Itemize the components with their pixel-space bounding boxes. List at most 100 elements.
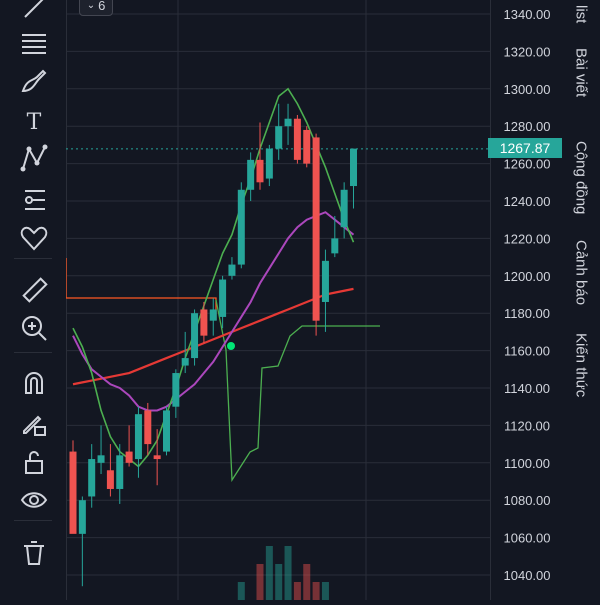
price-tick-label: 1300.00 [504,82,551,97]
candle [106,470,114,489]
level-line [65,258,217,320]
unlock-tool[interactable] [14,446,54,478]
candle [275,126,283,149]
candle [321,260,329,302]
candle [209,309,217,321]
tab-alerts-label: Cảnh báo [572,240,590,306]
trend-line-tool[interactable] [14,0,54,24]
magnet-tool[interactable] [14,366,54,398]
candle [247,159,255,190]
tab-watchlist-label: list [572,4,590,24]
pattern-tool[interactable] [14,142,54,174]
fib-retracement-icon [22,34,46,54]
tab-watchlist[interactable]: list [562,0,600,28]
price-tick-label: 1080.00 [504,493,551,508]
text-icon: T [27,110,42,135]
ma-mid-line [72,211,355,412]
forecast-tool[interactable] [14,184,54,216]
tab-articles[interactable]: Bài viết [562,40,600,106]
chevron-down-icon: ⌄ [86,0,96,11]
forecast-icon [25,190,45,210]
volume-bar [256,564,264,600]
candle [237,189,245,265]
candle [350,148,357,187]
pattern-icon [20,144,48,172]
candle [219,279,227,317]
ruler-icon [22,277,48,303]
price-tick-label: 1100.00 [504,456,550,471]
trash-icon [24,541,44,565]
candle [181,358,189,366]
zoom-in-icon [22,316,47,341]
price-tick-label: 1060.00 [504,531,551,546]
last-price-label: 1267.87 [488,138,562,158]
candle [134,414,142,460]
step-line [215,299,380,483]
price-tick-label: 1320.00 [504,44,551,59]
ruler-tool[interactable] [14,274,54,306]
candle [69,451,77,534]
price-tick-label: 1140.00 [504,381,550,396]
lock-pencil-tool[interactable] [14,406,54,438]
trend-line-icon [24,0,44,18]
candle [163,410,170,452]
candle [293,118,301,160]
candle [284,118,292,127]
candle [116,455,124,489]
toolbar-separator [14,520,52,521]
zoom-in-tool[interactable] [14,312,54,344]
toolbar-separator [14,352,52,353]
tab-community-label: Cộng đồng [572,141,590,215]
candle [200,309,208,336]
volume-bar [293,582,301,600]
brush-icon [21,69,47,93]
eye-tool[interactable] [14,484,54,516]
volume-bar [237,582,245,600]
volume-bar [275,564,283,600]
candle [340,189,348,228]
tab-knowledge[interactable]: Kiến thức [562,326,600,404]
ma-slow-line [72,287,354,386]
candle [78,500,86,534]
heart-tool[interactable] [14,222,54,254]
candle [144,410,152,445]
candle [312,137,320,321]
chart-canvas[interactable] [65,0,490,600]
price-tick-label: 1200.00 [504,269,551,284]
price-tick-label: 1120.00 [504,418,550,433]
price-chart[interactable] [65,0,490,600]
volume-bar [284,546,292,600]
fib-retracement-tool[interactable] [14,26,54,58]
price-tick-label: 1180.00 [504,306,550,321]
volume-bar [312,582,320,600]
candle [172,373,180,407]
price-tick-label: 1340.00 [504,7,551,22]
candle [265,148,273,179]
candle [228,264,236,276]
price-tick-label: 1280.00 [504,119,551,134]
ma-fast-line [72,87,355,468]
candle [153,455,161,460]
tab-knowledge-label: Kiến thức [572,332,590,398]
candle [97,455,105,463]
collapse-badge-count: 6 [98,0,106,13]
price-axis-canvas: 1340.00 1320.00 1300.00 1280.00 1260.00 1240.… [504,7,551,583]
drawing-toolbar: T [0,0,67,600]
volume-bar [321,582,329,600]
tab-community[interactable]: Cộng đồng [562,132,600,224]
lock-pencil-icon [23,415,46,436]
brush-tool[interactable] [14,64,54,96]
text-tool[interactable]: T [14,104,54,136]
collapse-badge[interactable]: ⌄ 6 [79,0,113,16]
volume-bar [265,546,273,600]
price-tick-label: 1220.00 [504,231,551,246]
volume-bar [303,564,311,600]
tab-alerts[interactable]: Cảnh báo [562,234,600,312]
eye-icon [20,492,48,508]
price-tick-label: 1240.00 [504,194,551,209]
right-side-tabs: list Bài viết Cộng đồng Cảnh báo Kiến th… [562,0,600,600]
trash-tool[interactable] [14,536,54,568]
price-axis[interactable]: 1340.00 1320.00 1300.00 1280.00 1260.00 1240.… [490,0,563,600]
candle [331,238,339,254]
price-tick-label: 1160.00 [504,344,550,359]
